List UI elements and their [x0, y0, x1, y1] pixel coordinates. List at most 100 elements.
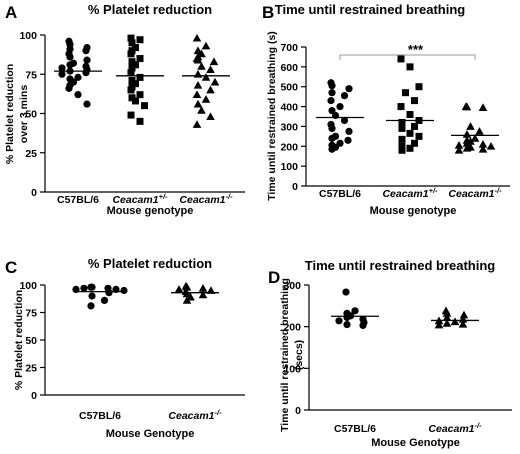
panel-b-point [328, 134, 336, 142]
panel-b-category-label: Ceacam1-/- [448, 186, 502, 201]
panel-a-point [128, 64, 136, 72]
panel-a-point [206, 85, 215, 94]
panel-b-x-label: Mouse genotype [370, 205, 457, 217]
panel-a-y-label: over 3 mins [18, 85, 30, 144]
panel-a-point [127, 50, 135, 58]
panel-a-title: % Platelet reduction [88, 2, 212, 17]
panel-b-point [406, 63, 414, 71]
panel-c-point [182, 296, 192, 304]
panel-c-y-tick-label: 100 [19, 280, 37, 292]
panel-a-point [197, 62, 206, 70]
panel-c-point [100, 296, 109, 304]
panel-b-point [397, 55, 405, 63]
panel-c-point [87, 302, 95, 310]
panel-a-point [82, 47, 90, 55]
panel-a-point [197, 106, 206, 114]
panel-c-y-tick-label: 75 [25, 308, 37, 320]
panel-a-point [206, 65, 215, 73]
panel-a-category-label: C57BL/6 [57, 194, 99, 206]
panel-a-point [192, 33, 202, 42]
panel-b-y-tick-label: 700 [280, 42, 298, 54]
panel-b-point [398, 135, 406, 143]
panel-a-point [193, 80, 203, 89]
panel-b-point [454, 140, 464, 149]
panel-d-title: Time until restrained breathing [305, 258, 496, 273]
panel-a-point [74, 73, 82, 81]
panel-b-point [406, 144, 414, 152]
panel-d-point [351, 307, 359, 315]
panel-c-point [105, 289, 113, 297]
panel-c-y-tick-label: 50 [25, 335, 37, 347]
panel-d-point [442, 309, 452, 317]
panel-b-point [462, 143, 472, 152]
panel-c-point [174, 285, 184, 293]
panel-b-point [398, 142, 406, 150]
panel-b-point [328, 89, 336, 97]
panel-d-y-tick-label: 200 [283, 322, 301, 334]
panel-a-point [127, 34, 135, 42]
panel-a-point [65, 84, 73, 92]
panel-b-significance-bracket [339, 54, 476, 60]
panel-b-y-tick-label: 600 [280, 62, 298, 74]
panel-a-point [127, 69, 135, 77]
panel-b-y-tick-label: 200 [280, 141, 298, 153]
panel-b-point [328, 124, 336, 133]
panel-d-point [335, 317, 343, 325]
panel-b-point [466, 122, 475, 130]
panel-letter-a: A [5, 3, 17, 22]
panel-d-y-label: Time until restrained breathing [279, 278, 291, 432]
panel-d-x-label: Mouse Genotype [371, 437, 460, 449]
panel-b-point [478, 103, 488, 111]
panel-a-y-tick-label: 75 [25, 69, 37, 81]
panel-b-point [411, 97, 418, 105]
panel-c-x-label: Mouse Genotype [106, 428, 195, 440]
panel-d-point [434, 320, 444, 329]
panel-c-point [206, 286, 216, 294]
panel-b-point [470, 134, 480, 142]
panel-d-point [459, 310, 469, 319]
panel-a-point [192, 90, 202, 99]
panel-b-point [475, 127, 484, 135]
panel-a-point [193, 99, 203, 108]
panel-b-point [486, 141, 496, 150]
panel-d-point [342, 288, 350, 296]
panel-d-y-label: (secs) [293, 340, 305, 370]
panel-a-point [136, 36, 144, 44]
panel-b-point [345, 127, 353, 135]
panel-b-point [344, 136, 352, 144]
panel-b-point [328, 145, 336, 153]
panel-b-point [345, 85, 353, 93]
panel-b-point [327, 97, 335, 105]
panel-c-y-tick-label: 25 [25, 363, 37, 375]
panel-c-category-label: C57BL/6 [79, 410, 121, 422]
panel-d-point [343, 313, 351, 322]
panel-c-point [88, 283, 96, 291]
panel-a-point [193, 55, 203, 64]
panel-b-y-tick-label: 100 [280, 161, 298, 173]
panel-a-point [201, 73, 211, 81]
panel-a-point [74, 91, 82, 99]
panel-c-point [198, 284, 208, 292]
panel-a-y-tick-label: 100 [19, 30, 37, 42]
panel-a-y-label: % Platelet reduction [4, 64, 16, 164]
panel-b-significance-label: *** [408, 42, 424, 57]
panel-b-point [340, 116, 349, 125]
panel-d-y-tick-label: 300 [283, 280, 301, 292]
panel-a-category-label: Ceacam1+/- [112, 192, 168, 207]
panel-b-point [406, 129, 414, 137]
panel-c-category-label: Ceacam1-/- [168, 408, 222, 423]
panel-b-y-tick-label: 500 [280, 82, 298, 94]
panel-letter-c: C [5, 258, 17, 277]
panel-a-point [136, 117, 144, 125]
panel-b-point [415, 132, 423, 140]
panel-a-point [206, 112, 215, 121]
panel-d-category-label: Ceacam1-/- [428, 421, 482, 436]
panel-c-point [88, 292, 96, 300]
panel-a-point [209, 57, 219, 66]
panel-c-point [80, 284, 88, 292]
panel-a-point [66, 61, 74, 69]
panel-letter-b: B [262, 3, 274, 22]
panel-a-point [201, 41, 211, 50]
panel-d-y-tick-label: 0 [295, 405, 301, 417]
